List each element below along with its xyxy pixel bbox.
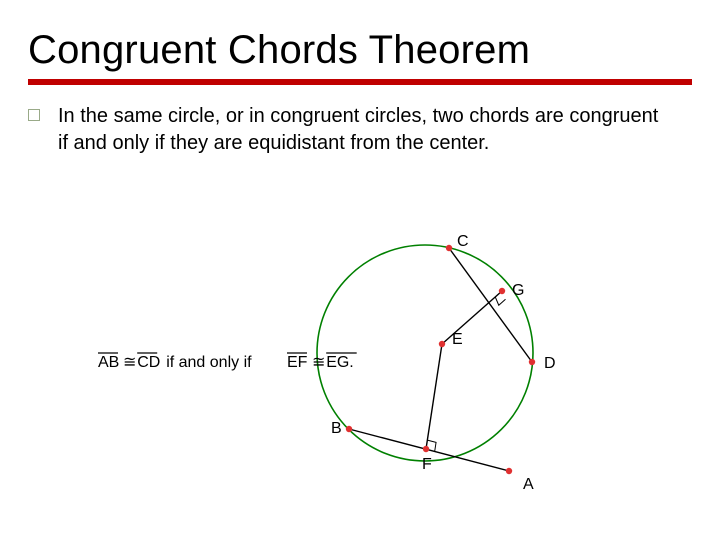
label-C: C: [457, 233, 469, 250]
body: In the same circle, or in congruent circ…: [0, 85, 720, 157]
right-angle-G: [495, 297, 505, 305]
point-E: [439, 341, 445, 347]
label-F: F: [422, 456, 432, 473]
stmt-seg: CD: [137, 354, 160, 371]
point-A: [506, 468, 512, 474]
point-G: [499, 288, 505, 294]
segment-EG: [442, 291, 502, 344]
point-F: [423, 446, 429, 452]
theorem-diagram: CGDEBFAAB≅CDif and only ifEF≅EG.: [90, 225, 630, 505]
point-B: [346, 426, 352, 432]
bullet-icon: [28, 109, 40, 121]
title-block: Congruent Chords Theorem: [0, 0, 720, 85]
theorem-text: In the same circle, or in congruent circ…: [58, 103, 668, 157]
stmt-seg: AB: [98, 354, 119, 371]
diagram-container: CGDEBFAAB≅CDif and only ifEF≅EG.: [0, 225, 720, 505]
segment-EF: [426, 344, 442, 449]
slide-title: Congruent Chords Theorem: [28, 28, 692, 79]
stmt-seg: EF: [287, 354, 308, 371]
stmt-text: if and only if: [166, 354, 252, 371]
label-E: E: [452, 331, 463, 348]
stmt-text: ≅: [123, 354, 136, 371]
label-D: D: [544, 355, 556, 372]
point-C: [446, 245, 452, 251]
slide: Congruent Chords Theorem In the same cir…: [0, 0, 720, 540]
label-A: A: [523, 476, 534, 493]
stmt-seg: EG.: [326, 354, 354, 371]
label-G: G: [512, 282, 524, 299]
label-B: B: [331, 420, 342, 437]
stmt-text: ≅: [312, 354, 325, 371]
point-D: [529, 359, 535, 365]
